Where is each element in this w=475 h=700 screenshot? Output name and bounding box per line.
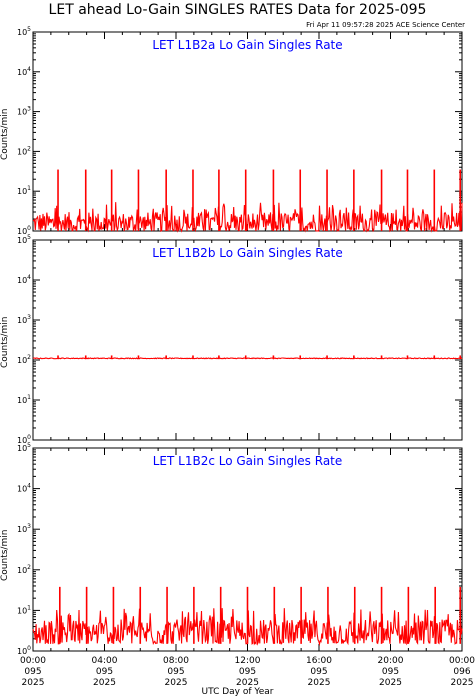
y-tick-label: 103 (17, 314, 31, 325)
series-line (32, 357, 463, 360)
y-tick-label: 100 (17, 434, 31, 445)
x-tick-label: 096 (453, 667, 470, 677)
page-title: LET ahead Lo-Gain SINGLES RATES Data for… (48, 2, 427, 18)
y-tick-label: 103 (17, 523, 31, 534)
series-line (32, 202, 463, 233)
panel-title: LET L1B2c Lo Gain Singles Rate (153, 454, 343, 468)
y-tick-label: 101 (17, 604, 31, 615)
y-tick-label: 101 (17, 394, 31, 405)
x-tick-label: 095 (239, 667, 256, 677)
y-tick-label: 102 (17, 564, 31, 575)
panel-title: LET L1B2a Lo Gain Singles Rate (152, 38, 342, 52)
x-tick-label: 04:00 (92, 656, 118, 666)
x-tick-label: 2025 (93, 678, 116, 688)
x-tick-label: 00:00 (449, 656, 475, 666)
x-tick-label: 20:00 (378, 656, 404, 666)
panel-frame (32, 31, 463, 232)
y-tick-label: 100 (17, 645, 31, 656)
panel-title: LET L1B2b Lo Gain Singles Rate (152, 246, 343, 260)
x-tick-label: 095 (24, 667, 41, 677)
x-tick-label: 12:00 (235, 656, 261, 666)
y-tick-label: 101 (17, 185, 31, 196)
x-tick-label: 095 (167, 667, 184, 677)
x-tick-label: 2025 (308, 678, 331, 688)
y-tick-label: 103 (17, 106, 31, 117)
x-tick-label: 2025 (236, 678, 259, 688)
y-tick-label: 100 (17, 225, 31, 236)
y-tick-label: 104 (17, 483, 31, 494)
y-tick-label: 104 (17, 274, 31, 285)
y-tick-label: 105 (17, 26, 31, 37)
x-tick-label: 095 (382, 667, 399, 677)
x-tick-label: 095 (310, 667, 327, 677)
y-tick-label: 105 (17, 234, 31, 245)
x-tick-label: 2025 (379, 678, 402, 688)
x-tick-label: 16:00 (306, 656, 332, 666)
timestamp: Fri Apr 11 09:57:28 2025 ACE Science Cen… (306, 21, 465, 29)
y-tick-label: 102 (17, 354, 31, 365)
y-tick-label: 102 (17, 145, 31, 156)
x-tick-label: 2025 (22, 678, 45, 688)
x-axis-label: UTC Day of Year (201, 687, 274, 697)
x-tick-label: 095 (96, 667, 113, 677)
x-tick-label: 00:00 (20, 656, 46, 666)
y-tick-label: 104 (17, 66, 31, 77)
x-tick-label: 2025 (451, 678, 474, 688)
y-tick-label: 105 (17, 442, 31, 453)
x-tick-label: 08:00 (163, 656, 189, 666)
x-tick-label: 2025 (165, 678, 188, 688)
panel-frame (32, 239, 463, 441)
